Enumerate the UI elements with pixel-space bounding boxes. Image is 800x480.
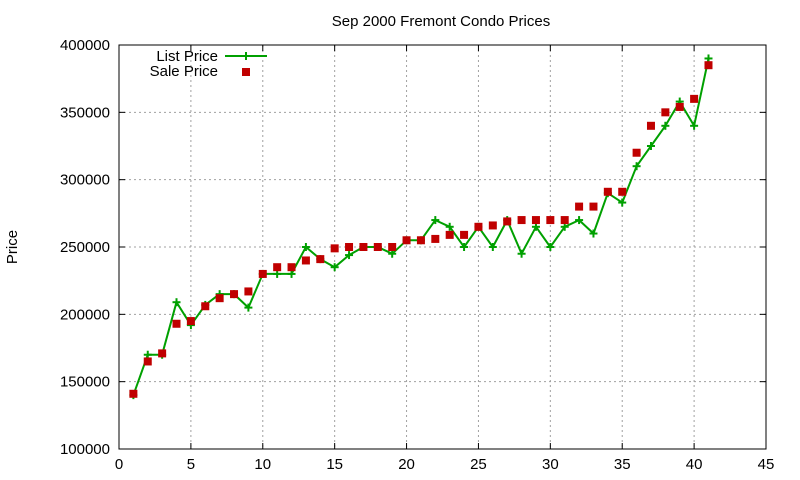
legend-label-sale-price: Sale Price	[150, 63, 218, 80]
sale-price-point	[416, 236, 425, 245]
sale-price-point	[273, 263, 282, 272]
sale-price-point	[445, 230, 454, 239]
list-price-point	[445, 222, 454, 231]
list-price-point	[460, 243, 469, 251]
list-price-point	[531, 222, 540, 231]
list-price-point	[618, 198, 627, 207]
legend: List Price Sale Price	[150, 48, 267, 80]
x-tick-label: 10	[254, 456, 271, 473]
sale-price-point	[517, 216, 526, 225]
sale-price-point	[704, 61, 713, 70]
sale-price-point	[488, 221, 497, 230]
x-tick-label: 0	[115, 456, 123, 473]
sale-price-point	[646, 121, 655, 130]
list-price-point	[143, 350, 152, 359]
sale-price-point	[158, 349, 167, 358]
list-price-point	[388, 249, 397, 258]
sale-price-point	[603, 187, 612, 196]
list-price-point	[330, 263, 339, 272]
y-tick-label: 100000	[60, 441, 110, 458]
tick-layer: 100000 150000 200000 250000 300000 350000 4000…	[60, 37, 774, 473]
x-tick-label: 40	[686, 456, 703, 473]
list-price-point	[345, 251, 354, 260]
x-tick-label: 30	[542, 456, 559, 473]
list-price-point	[172, 298, 181, 307]
list-price-point	[431, 216, 440, 225]
x-tick-label: 20	[398, 456, 415, 473]
list-price-point	[488, 243, 497, 251]
sale-price-point	[359, 243, 368, 251]
list-price-point	[661, 121, 670, 130]
y-tick-label: 350000	[60, 104, 110, 121]
sale-price-point	[503, 217, 512, 226]
list-price-point	[287, 269, 296, 278]
chart-title: Sep 2000 Fremont Condo Prices	[332, 13, 550, 30]
list-price-point	[560, 222, 569, 231]
list-price-point	[546, 243, 555, 251]
y-tick-label: 200000	[60, 306, 110, 323]
sale-price-point	[431, 234, 440, 243]
sale-price-point	[661, 108, 670, 117]
sale-price-point	[618, 187, 627, 196]
list-price-point	[589, 229, 598, 238]
sale-price-point	[546, 216, 555, 225]
y-axis-label: Price	[4, 230, 21, 264]
x-tick-label: 5	[187, 456, 195, 473]
sale-price-point	[690, 94, 699, 103]
y-tick-label: 150000	[60, 374, 110, 391]
list-price-point	[575, 216, 584, 225]
x-tick-label: 45	[758, 456, 775, 473]
plot-frame	[118, 44, 767, 450]
list-price-point	[646, 142, 655, 150]
sale-price-point	[675, 102, 684, 111]
sale-price-point	[531, 216, 540, 225]
sale-price-point	[143, 357, 152, 366]
list-price-point	[704, 54, 713, 63]
list-price-point	[244, 303, 253, 312]
sale-price-point	[460, 230, 469, 239]
series-layer	[129, 54, 713, 400]
sale-price-point	[215, 294, 224, 303]
sale-price-point	[373, 243, 382, 251]
sale-price-point	[172, 319, 181, 328]
list-price-point	[632, 162, 641, 171]
sale-price-point	[201, 302, 210, 311]
sale-price-point	[402, 236, 411, 245]
x-tick-label: 15	[326, 456, 343, 473]
sale-price-point	[244, 287, 253, 296]
sale-price-point	[330, 244, 339, 253]
sale-price-point	[287, 263, 296, 272]
sale-price-point	[345, 243, 354, 251]
sale-price-point	[230, 290, 239, 299]
sale-price-point	[316, 255, 325, 264]
y-tick-label: 300000	[60, 172, 110, 189]
sale-price-point	[186, 317, 195, 326]
x-tick-label: 25	[470, 456, 487, 473]
y-tick-label: 400000	[60, 37, 110, 54]
list-price-point	[301, 243, 310, 251]
sale-price-point	[589, 202, 598, 211]
x-tick-label: 35	[614, 456, 631, 473]
legend-marker-sale-price	[242, 68, 250, 76]
sale-price-point	[388, 243, 397, 251]
y-tick-label: 250000	[60, 239, 110, 256]
sale-price-point	[258, 269, 267, 278]
list-price-point	[273, 269, 282, 278]
list-price-point	[690, 121, 699, 130]
sale-price-point	[575, 202, 584, 211]
sale-price-point	[632, 148, 641, 157]
sale-price-point	[474, 222, 483, 231]
sale-price-point	[560, 216, 569, 225]
legend-label-list-price: List Price	[156, 48, 218, 65]
sale-price-point	[301, 256, 310, 265]
list-price-point	[517, 249, 526, 258]
grid-layer	[119, 45, 766, 449]
sale-price-point	[129, 389, 138, 398]
